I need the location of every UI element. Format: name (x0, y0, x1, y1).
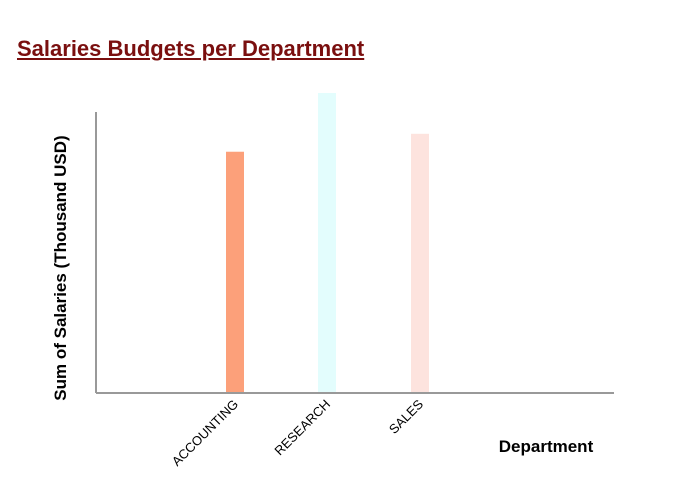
x-axis-title: Department (499, 437, 594, 456)
y-axis-title: Sum of Salaries (Thousand USD) (51, 135, 70, 400)
x-tick-label-sales: SALES (386, 396, 426, 436)
x-tick-label-accounting: ACCOUNTING (169, 397, 241, 469)
bar-sales (411, 133, 429, 393)
x-tick-label-research: RESEARCH (271, 397, 333, 459)
x-tick-labels-group: ACCOUNTING RESEARCH SALES (169, 396, 427, 469)
bars-group (226, 93, 429, 393)
chart-title: Salaries Budgets per Department (17, 36, 365, 61)
bar-accounting (226, 151, 244, 393)
bar-research (318, 93, 336, 393)
